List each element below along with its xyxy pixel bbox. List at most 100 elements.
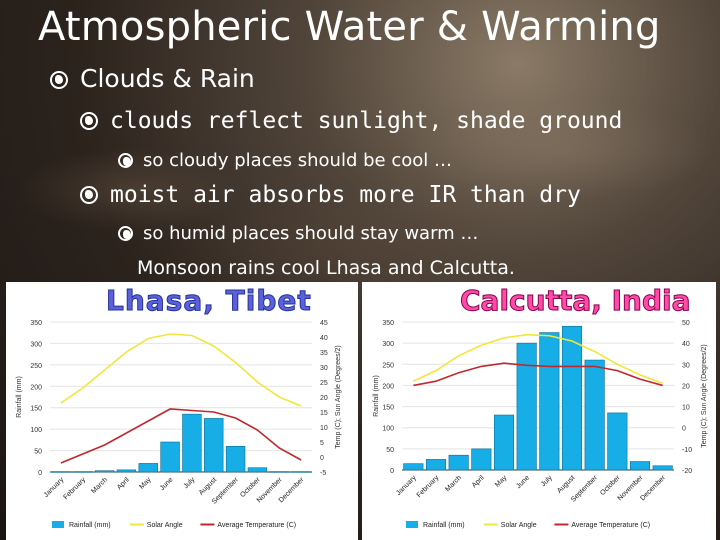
y2-tick-label: 5 xyxy=(320,440,324,447)
solar-angle-line xyxy=(412,333,663,385)
y2-tick-label: 15 xyxy=(320,410,328,417)
rainfall-bar xyxy=(516,342,537,471)
y-tick-label: 100 xyxy=(30,427,42,434)
y-tick-label: 150 xyxy=(30,406,42,413)
y2-tick-label: 30 xyxy=(682,362,690,369)
rainfall-bar xyxy=(269,471,289,473)
legend-label: Rainfall (mm) xyxy=(423,522,465,529)
y2-tick-label: 20 xyxy=(682,383,690,390)
y-tick-label: 0 xyxy=(390,468,394,475)
x-tick-label: February xyxy=(62,476,87,501)
globe-bullet-icon xyxy=(118,226,133,241)
y2-tick-label: 20 xyxy=(320,395,328,402)
x-tick-label: July xyxy=(183,476,197,490)
rainfall-bar xyxy=(116,469,137,473)
y-tick-label: 300 xyxy=(382,341,394,348)
x-tick-label: August xyxy=(556,474,576,494)
y-tick-label: 250 xyxy=(30,363,42,370)
rainfall-bar xyxy=(182,413,202,473)
rainfall-bar xyxy=(629,461,651,471)
x-tick-label: August xyxy=(198,476,218,496)
globe-bullet-icon xyxy=(50,71,68,89)
x-tick-label: April xyxy=(471,474,486,489)
temperature-line xyxy=(413,362,663,387)
x-tick-label: June xyxy=(159,476,175,492)
x-tick-label: May xyxy=(494,474,509,489)
y-tick-label: 0 xyxy=(38,470,42,477)
y2-tick-label: 45 xyxy=(320,320,328,327)
y2-tick-label: 35 xyxy=(320,350,328,357)
x-tick-label: June xyxy=(515,474,531,490)
rainfall-bar xyxy=(471,448,492,471)
globe-bullet-icon xyxy=(80,112,98,130)
bullet-text: moist air absorbs more IR than dry xyxy=(110,182,581,208)
x-tick-label: March xyxy=(90,476,109,495)
y2-tick-label: 0 xyxy=(682,426,686,433)
lhasa-chart: 0 50 100 150 200 250 300 350 -5 0 5 10 15 20 25 30 35 40 4… xyxy=(6,282,358,540)
y-tick-label: 50 xyxy=(34,449,42,456)
rainfall-bar xyxy=(73,471,93,473)
y-tick-label: 300 xyxy=(30,341,42,348)
y-tick-label: 250 xyxy=(382,362,394,369)
y-axis-label: Rainfall (mm) xyxy=(16,376,23,418)
rainfall-bar xyxy=(160,441,180,473)
y-tick-label: 200 xyxy=(30,384,42,391)
rainfall-bar xyxy=(225,445,246,473)
bullet-text: clouds reflect sunlight, shade ground xyxy=(110,108,623,134)
y2-tick-label: 40 xyxy=(320,335,328,342)
rainfall-bar xyxy=(403,463,424,471)
bullet-text: Clouds & Rain xyxy=(80,64,255,93)
y2-tick-label: 30 xyxy=(320,365,328,372)
y2-axis-label: Temp (C); Sun Angle (Degrees/2) xyxy=(335,345,342,449)
y2-tick-label: -20 xyxy=(682,468,692,475)
y2-tick-label: -5 xyxy=(320,470,326,477)
legend-label: Rainfall (mm) xyxy=(69,522,111,529)
x-tick-label: March xyxy=(444,474,463,493)
bullet-text: so cloudy places should be cool … xyxy=(143,150,452,171)
y2-tick-label: 10 xyxy=(682,405,690,412)
legend-swatch xyxy=(406,521,418,528)
y-tick-label: 150 xyxy=(382,405,394,412)
legend-label: Average Temperature (C) xyxy=(571,522,650,529)
temperature-line xyxy=(60,408,302,464)
rainfall-bar xyxy=(204,418,224,473)
rainfall-bar xyxy=(247,467,268,473)
y2-axis-label: Temp (C); Sun Angle (Degrees/2) xyxy=(701,344,708,448)
y2-tick-label: 25 xyxy=(320,380,328,387)
rainfall-bar xyxy=(425,459,447,471)
rainfall-bar xyxy=(448,454,469,471)
lhasa-chart-svg: 0 50 100 150 200 250 300 350 -5 0 5 10 15 20 25 30 35 40 4… xyxy=(16,320,342,529)
rainfall-bar xyxy=(51,471,71,473)
y2-tick-label: 10 xyxy=(320,425,328,432)
bullet-clouds-rain: Clouds & Rain xyxy=(50,64,255,93)
calcutta-chart-title: Calcutta, India xyxy=(460,284,692,318)
bullet-clouds-reflect: clouds reflect sunlight, shade ground xyxy=(80,108,622,134)
rainfall-bar xyxy=(584,359,605,471)
rainfall-bar xyxy=(291,471,311,473)
x-tick-label: July xyxy=(540,474,554,488)
bullet-moist-air: moist air absorbs more IR than dry xyxy=(80,182,581,208)
sub-bullet-humid-warm: so humid places should stay warm … xyxy=(118,223,478,244)
rainfall-bar xyxy=(94,470,115,473)
rainfall-bar xyxy=(539,332,560,471)
y-tick-label: 100 xyxy=(382,426,394,433)
y2-tick-label: -10 xyxy=(682,447,692,454)
calcutta-chart-svg: 0 50 100 150 200 250 300 350 -20 -10 0 10 20 30 40 50 Ra… xyxy=(373,320,708,529)
rainfall-bar xyxy=(607,412,628,471)
globe-bullet-icon xyxy=(118,153,133,168)
rainfall-bar xyxy=(138,463,158,473)
rainfall-bar xyxy=(561,325,583,471)
y-tick-label: 50 xyxy=(386,447,394,454)
rainfall-bar xyxy=(652,465,673,471)
x-tick-label: October xyxy=(599,474,622,497)
legend-label: Solar Angle xyxy=(501,522,537,529)
lhasa-chart-title: Lhasa, Tibet xyxy=(106,284,312,318)
legend-swatch xyxy=(52,521,64,528)
y-tick-label: 200 xyxy=(382,383,394,390)
globe-bullet-icon xyxy=(80,186,98,204)
solar-angle-line xyxy=(60,333,302,407)
x-tick-label: January xyxy=(395,474,418,497)
y2-tick-label: 40 xyxy=(682,341,690,348)
y-axis-label: Rainfall (mm) xyxy=(373,375,380,417)
bullet-text: so humid places should stay warm … xyxy=(143,223,479,244)
